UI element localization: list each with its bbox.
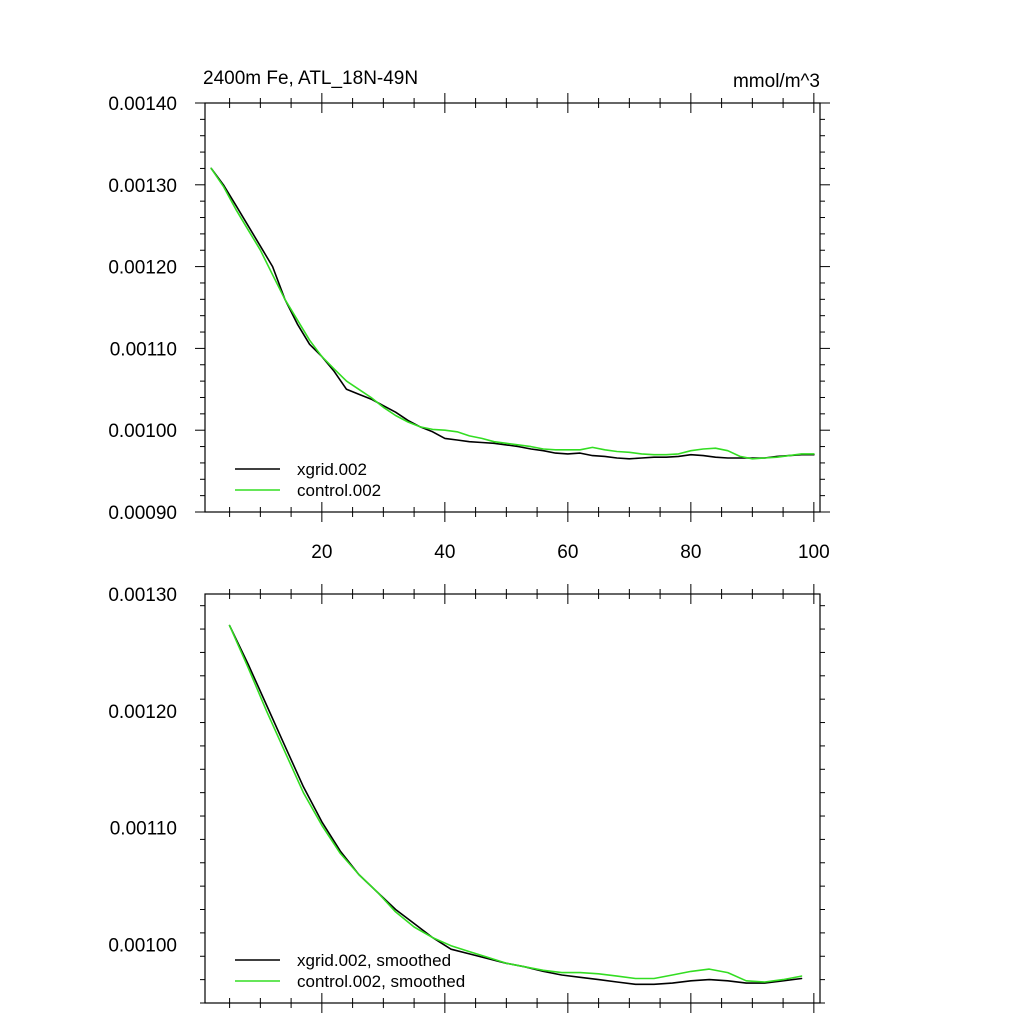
y-tick-label: 0.00120 <box>108 702 177 723</box>
y-tick-label: 0.00140 <box>108 94 177 115</box>
y-tick-label: 0.00090 <box>108 503 177 524</box>
x-tick-label: 80 <box>680 542 701 563</box>
series-line-2 <box>210 167 815 460</box>
units-label: mmol/m^3 <box>733 71 820 92</box>
x-tick-label: 60 <box>557 542 578 563</box>
plot-frame <box>204 102 821 513</box>
x-tick-label: 100 <box>798 542 830 563</box>
chart-title: 2400m Fe, ATL_18N-49N <box>203 68 418 89</box>
series-line-1 <box>228 624 803 986</box>
y-tick-label: 0.00110 <box>110 819 177 840</box>
panel-2: 0.00100 0.00110 0.00120 0.00130 xgrid.002, s… <box>108 584 825 1013</box>
legend-label-1: xgrid.002 <box>297 460 367 479</box>
y-tick-label: 0.00100 <box>108 936 177 957</box>
legend-label-2: control.002 <box>297 481 381 500</box>
y-tick-label: 0.00130 <box>108 585 177 606</box>
x-tick-label: 20 <box>311 542 332 563</box>
plot-frame <box>204 593 821 1004</box>
legend-label-2: control.002, smoothed <box>297 972 465 991</box>
y-tick-label: 0.00120 <box>108 258 177 279</box>
legend-label-1: xgrid.002, smoothed <box>297 951 451 970</box>
y-tick-label: 0.00100 <box>108 421 177 442</box>
y-tick-label: 0.00130 <box>108 176 177 197</box>
series-line-2 <box>228 624 803 983</box>
panel-1: 20 40 60 80 100 0.00090 0.00100 0.00110 0.00120 0… <box>108 68 830 563</box>
x-tick-label: 40 <box>434 542 455 563</box>
series-line-1 <box>210 167 815 460</box>
y-tick-label: 0.00110 <box>110 339 177 360</box>
